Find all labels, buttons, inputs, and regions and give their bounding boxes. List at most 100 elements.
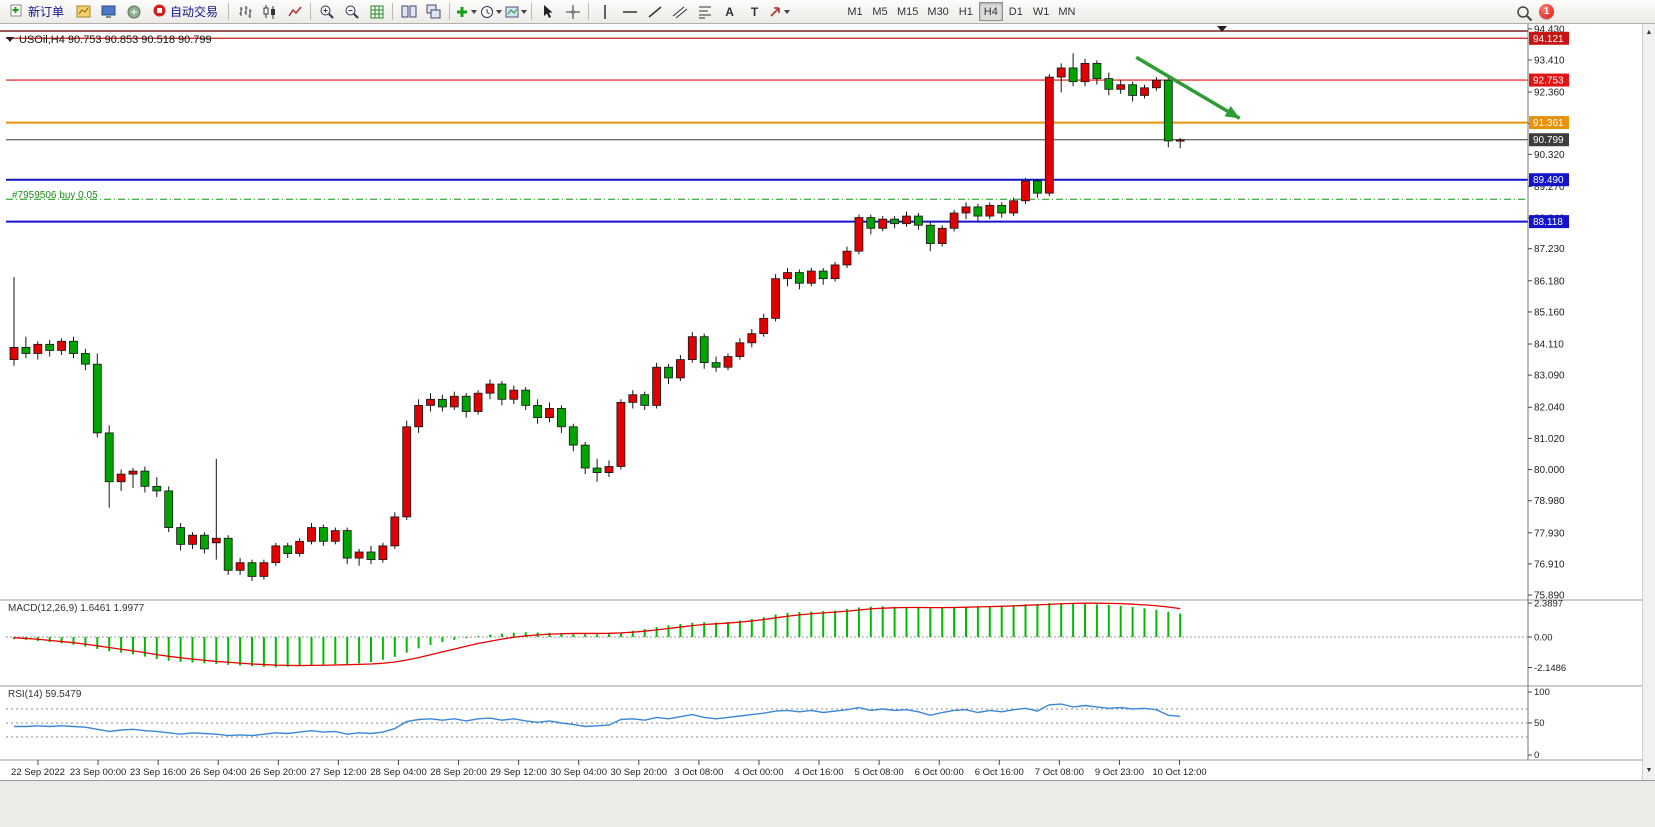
time-axis[interactable]: 22 Sep 2022 23 Sep 00:00 23 Sep 16:00 26 Se…: [11, 760, 1207, 778]
zoom-out-icon[interactable]: [339, 1, 364, 23]
grid-icon[interactable]: [364, 1, 389, 23]
candlestick-chart-icon[interactable]: [257, 1, 282, 23]
toolbar-separator: [531, 3, 533, 20]
svg-text:87.230: 87.230: [1534, 244, 1565, 255]
svg-text:92.753: 92.753: [1533, 76, 1564, 87]
scroll-up-icon[interactable]: ▲: [1645, 29, 1653, 36]
svg-text:82.040: 82.040: [1534, 403, 1565, 414]
svg-text:90.799: 90.799: [1533, 135, 1564, 146]
price-badges: 94.121 92.753 91.361 90.799 89.490 88.118: [1529, 31, 1569, 229]
svg-text:5 Oct 08:00: 5 Oct 08:00: [855, 767, 904, 778]
rsi-pane: [6, 703, 1528, 738]
svg-text:22 Sep 2022: 22 Sep 2022: [11, 767, 65, 778]
scroll-down-icon[interactable]: ▼: [1645, 767, 1653, 774]
svg-text:4 Oct 16:00: 4 Oct 16:00: [794, 767, 843, 778]
chart-shift-marker[interactable]: [1217, 26, 1227, 32]
dropdown-caret: [784, 9, 791, 14]
horizontal-level-lines[interactable]: [6, 37, 1528, 223]
svg-text:92.360: 92.360: [1534, 88, 1565, 99]
dropdown-caret: [470, 9, 477, 14]
timeframe-button-d1[interactable]: D1: [1004, 2, 1028, 21]
svg-text:26 Sep 04:00: 26 Sep 04:00: [190, 767, 247, 778]
timeframe-button-m5[interactable]: M5: [868, 2, 892, 21]
svg-text:6 Oct 16:00: 6 Oct 16:00: [975, 767, 1024, 778]
svg-text:100: 100: [1534, 687, 1550, 698]
rsi-label: RSI(14) 59.5479: [8, 689, 82, 700]
notification-badge[interactable]: 1: [1539, 4, 1554, 19]
search-icon[interactable]: [1512, 2, 1537, 24]
svg-text:30 Sep 20:00: 30 Sep 20:00: [611, 767, 668, 778]
svg-text:83.090: 83.090: [1534, 371, 1565, 382]
timeframe-button-m1[interactable]: M1: [843, 2, 867, 21]
svg-text:93.410: 93.410: [1534, 56, 1565, 67]
zoom-in-icon[interactable]: [314, 1, 339, 23]
svg-text:81.020: 81.020: [1534, 434, 1565, 445]
svg-text:94.430: 94.430: [1534, 24, 1565, 35]
svg-text:0.00: 0.00: [1534, 633, 1553, 644]
macd-label: MACD(12,26,9) 1.6461 1.9977: [8, 603, 145, 614]
svg-text:85.160: 85.160: [1534, 307, 1565, 318]
crosshair-icon[interactable]: [560, 1, 585, 23]
trend-arrow-annotation[interactable]: [1135, 55, 1241, 120]
auto-trading-button[interactable]: 自动交易: [146, 2, 225, 22]
timeframe-button-mn[interactable]: MN: [1054, 2, 1079, 21]
tile-windows-icon[interactable]: [396, 1, 421, 23]
cursor-icon[interactable]: [535, 1, 560, 23]
svg-text:78.980: 78.980: [1534, 496, 1565, 507]
svg-text:90.320: 90.320: [1534, 150, 1565, 161]
svg-text:7 Oct 08:00: 7 Oct 08:00: [1035, 767, 1084, 778]
svg-text:86.180: 86.180: [1534, 276, 1565, 287]
symbol-ohlc-text: USOil,H4 90.753 90.853 90.518 90.799: [19, 34, 212, 46]
svg-text:26 Sep 20:00: 26 Sep 20:00: [250, 767, 307, 778]
order-line-label: #7959506 buy 0.05: [12, 190, 98, 201]
trendline-icon[interactable]: [642, 1, 667, 23]
svg-text:88.118: 88.118: [1533, 217, 1563, 228]
timeframe-button-h1[interactable]: H1: [954, 2, 978, 21]
templates-button[interactable]: [503, 1, 528, 23]
svg-text:4 Oct 00:00: 4 Oct 00:00: [734, 767, 783, 778]
new-chart-icon[interactable]: [71, 1, 96, 23]
svg-text:27 Sep 12:00: 27 Sep 12:00: [310, 767, 367, 778]
vertical-line-icon[interactable]: [592, 1, 617, 23]
timeframe-button-m30[interactable]: M30: [923, 2, 952, 21]
fibonacci-icon[interactable]: [692, 1, 717, 23]
svg-text:89.270: 89.270: [1534, 182, 1565, 193]
timeframe-group: M1 M5 M15 M30 H1 H4 D1 W1 MN: [843, 2, 1079, 21]
auto-trading-icon: [153, 4, 166, 20]
add-indicator-button[interactable]: [453, 1, 478, 23]
one-click-trading-toggle[interactable]: [6, 34, 15, 46]
svg-text:-2.1486: -2.1486: [1534, 663, 1566, 674]
svg-text:30 Sep 04:00: 30 Sep 04:00: [550, 767, 607, 778]
svg-text:75.890: 75.890: [1534, 591, 1565, 602]
svg-text:0: 0: [1534, 750, 1539, 761]
cascade-windows-icon[interactable]: [421, 1, 446, 23]
svg-text:80.000: 80.000: [1534, 465, 1565, 476]
bars-chart-icon[interactable]: [232, 1, 257, 23]
timeframe-button-h4[interactable]: H4: [978, 2, 1003, 21]
periods-button[interactable]: [478, 1, 503, 23]
line-chart-icon[interactable]: [282, 1, 307, 23]
profiles-icon[interactable]: [96, 1, 121, 23]
svg-text:10 Oct 12:00: 10 Oct 12:00: [1152, 767, 1206, 778]
timeframe-button-m15[interactable]: M15: [893, 2, 922, 21]
horizontal-line-icon[interactable]: [617, 1, 642, 23]
svg-text:77.930: 77.930: [1534, 528, 1565, 539]
terminal-icon[interactable]: [121, 1, 146, 23]
text-label-icon[interactable]: T: [750, 4, 759, 19]
timeframe-button-w1[interactable]: W1: [1029, 2, 1054, 21]
text-icon[interactable]: A: [725, 4, 734, 19]
candlestick-series: [9, 53, 1185, 582]
svg-text:28 Sep 20:00: 28 Sep 20:00: [430, 767, 487, 778]
svg-text:6 Oct 00:00: 6 Oct 00:00: [915, 767, 964, 778]
main-toolbar: 新订单 自动交易 A T M1 M5 M15 M30 H1 H4 D1 W1 MN 1: [0, 0, 1655, 24]
svg-text:29 Sep 12:00: 29 Sep 12:00: [490, 767, 547, 778]
new-order-button[interactable]: 新订单: [3, 2, 71, 22]
shapes-button[interactable]: [767, 1, 792, 23]
channel-icon[interactable]: [667, 1, 692, 23]
svg-text:91.361: 91.361: [1533, 118, 1564, 129]
toolbar-separator: [310, 3, 312, 20]
svg-text:76.910: 76.910: [1534, 559, 1565, 570]
vertical-scrollbar[interactable]: ▲ ▼: [1642, 24, 1655, 780]
chart-canvas[interactable]: 94.43093.41092.36091.33090.32089.27088.2…: [0, 24, 1655, 780]
toolbar-separator: [588, 3, 590, 20]
